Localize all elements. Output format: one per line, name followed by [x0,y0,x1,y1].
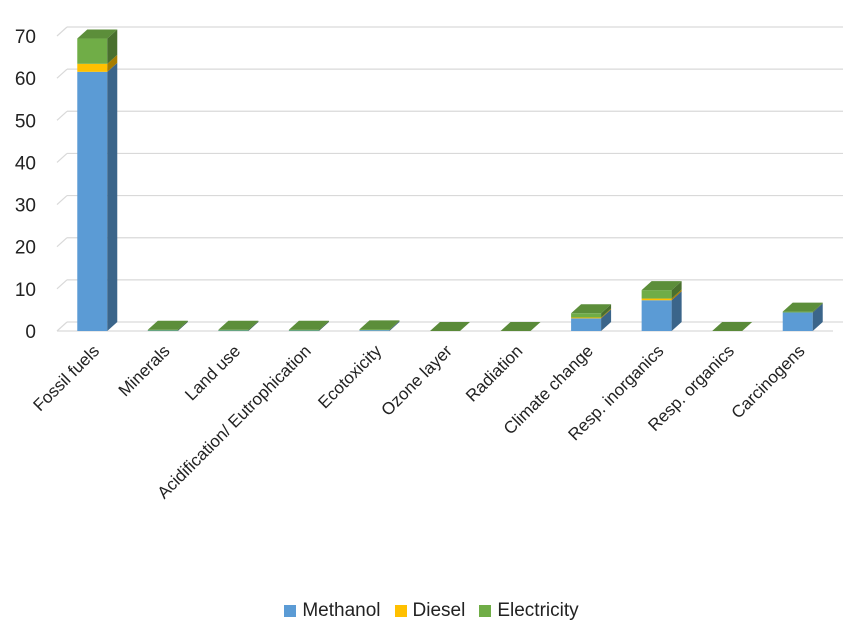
bar-top [712,322,753,331]
gridlines [56,26,843,332]
legend-swatch-methanol [284,605,297,617]
y-tick-label: 40 [15,153,36,174]
x-category-label: Acidification/ Eutrophication [154,341,315,502]
bar-segment-methanol [288,330,319,331]
bar-segment-electricity [359,329,390,331]
y-tick-label: 20 [15,238,36,259]
x-category-label: Radiation [462,341,526,405]
bar-side [107,29,118,64]
bar-segment-methanol [359,330,390,331]
bar-side [601,309,612,331]
bar-side [389,321,400,331]
legend-item-diesel: Diesel [394,600,466,622]
x-category-label: Fossil fuels [30,341,104,415]
bar-side [318,320,329,331]
bar-segment-electricity [147,329,178,331]
bar-side [107,54,118,72]
legend-item-electricity: Electricity [479,600,579,622]
bar-top [77,29,118,39]
y-tick-label: 10 [15,280,36,301]
bar-top [782,302,823,312]
bar-segment-electricity [641,290,672,299]
bar-segment-electricity [218,329,249,331]
bar-segment-electricity [782,311,813,313]
legend-label-electricity: Electricity [497,600,579,621]
gridline-depth [56,279,68,290]
bars [77,29,823,332]
bar-side [248,320,259,331]
x-category-label: Land use [181,341,244,404]
bar-segment-methanol [571,318,602,331]
bar-side [107,62,118,331]
bar-segment-diesel [641,298,672,301]
bar-top [147,320,188,330]
gridline-depth [56,152,68,163]
gridline-depth [56,195,68,206]
gridline-depth [56,321,68,332]
gridline-depth [56,26,68,37]
bar-top [288,320,329,330]
bar-segment-diesel [571,317,602,319]
bar-side [601,308,612,319]
y-tick-label: 0 [25,322,36,343]
bar-top [641,281,682,291]
bar-segment-diesel [77,63,108,72]
legend-swatch-electricity [479,605,492,617]
bar-segment-methanol [218,330,249,331]
bar-side [177,320,188,331]
bar-top [430,322,470,331]
bar-top [359,320,400,330]
bar-side [671,289,682,301]
gridline-depth [56,110,68,121]
x-category-label: Ecotoxicity [314,341,385,412]
bar-side [812,302,823,313]
bar-side [389,320,400,331]
bar-segment-electricity [288,329,319,331]
legend-label-methanol: Methanol [302,600,381,621]
y-tick-label: 60 [15,69,36,90]
bar-segment-methanol [641,300,672,331]
x-category-label: Minerals [115,341,174,400]
bar-segment-methanol [782,312,813,331]
bar-segment-methanol [147,330,178,331]
bar-segment-electricity [571,313,602,318]
y-tick-label: 50 [15,111,36,132]
legend-label-diesel: Diesel [412,600,466,621]
legend: Methanol Diesel Electricity [0,600,863,622]
gridline-depth [56,68,68,79]
y-tick-label: 70 [15,27,36,48]
bar-side [812,303,823,331]
x-category-label: Carcinogens [728,341,809,422]
bar-top [500,322,541,331]
legend-item-methanol: Methanol [284,600,381,622]
bar-segment-methanol [77,71,108,332]
y-axis: 0 10 20 30 40 50 60 70 [15,27,36,343]
bar-side [671,291,682,331]
bar-top [571,304,612,314]
bar-top [218,320,259,330]
gridline-depth [56,237,68,248]
bar-side [601,304,612,318]
x-category-label: Ozone layer [378,341,456,419]
x-axis: Fossil fuels Minerals Land useAcidificatio… [30,341,809,502]
y-tick-label: 30 [15,196,36,217]
bar-segment-electricity [77,38,108,64]
bar-side [671,281,682,299]
legend-swatch-diesel [394,605,407,617]
